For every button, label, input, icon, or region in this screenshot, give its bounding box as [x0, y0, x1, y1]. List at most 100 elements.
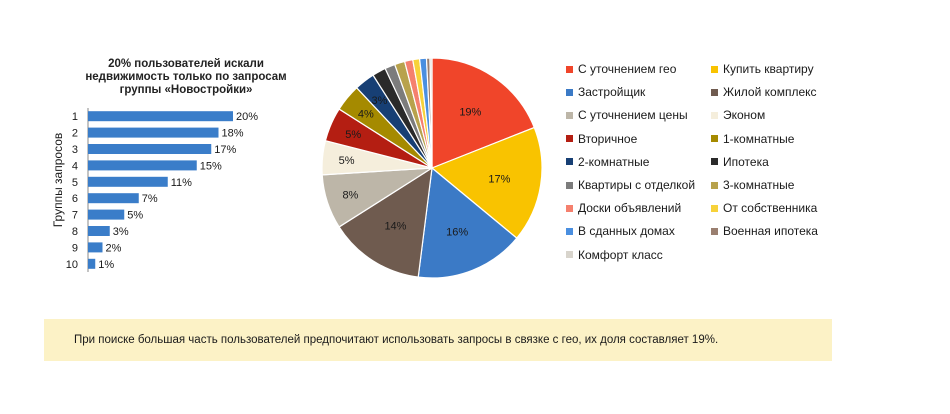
bar-value-label: 20% [236, 111, 258, 123]
legend-label: Жилой комплекс [723, 85, 817, 100]
legend-label: Комфорт класс [578, 247, 663, 262]
legend-label: Вторичное [578, 131, 638, 146]
pie-slice-label: 8% [342, 190, 358, 202]
legend-item: Доски объявлений [566, 201, 681, 215]
bar [88, 160, 197, 171]
pie-slice [417, 166, 518, 279]
legend-swatch [711, 204, 718, 212]
bar-category-label: 10 [66, 259, 78, 271]
legend-item: Жилой комплекс [711, 85, 817, 99]
legend-item: Комфорт класс [566, 248, 663, 262]
bar-category-label: 7 [72, 210, 78, 222]
legend-item: От собственника [711, 201, 817, 215]
legend-item: 3-комнатные [711, 178, 794, 192]
legend-item: Ипотека [711, 155, 769, 169]
legend-label: Эконом [723, 108, 766, 123]
legend-label: 1-комнатные [723, 131, 795, 146]
bar [88, 226, 110, 236]
legend-swatch [711, 135, 718, 143]
bar [88, 127, 219, 138]
bar [88, 144, 212, 154]
legend-label: Ипотека [723, 154, 769, 169]
bar-value-label: 18% [222, 128, 244, 140]
legend-label: 3-комнатные [723, 178, 795, 192]
legend-swatch [566, 204, 573, 212]
pie-slice [338, 166, 433, 278]
bar-category-label: 2 [72, 128, 78, 140]
legend-item: 2-комнатные [566, 155, 649, 169]
legend-item: Квартиры с отделкой [566, 178, 695, 192]
pie-slice-label: 4% [358, 108, 374, 120]
bar [88, 176, 168, 187]
pie-slice-label: 16% [446, 226, 468, 238]
legend-swatch [711, 88, 718, 96]
bar-chart-y-axis-label: Группы запросов [51, 133, 65, 228]
legend-item: С уточнением гео [566, 62, 676, 76]
legend-item: Вторичное [566, 132, 637, 146]
legend-swatch [566, 181, 573, 189]
legend-item: С уточнением цены [566, 108, 688, 122]
bar-value-label: 11% [171, 177, 192, 189]
legend-swatch [566, 88, 573, 96]
legend-swatch [566, 158, 573, 166]
bar-category-label: 9 [72, 242, 78, 254]
pie-slice-label: 17% [488, 174, 510, 186]
bar [88, 242, 103, 253]
bar-category-label: 3 [72, 144, 78, 156]
pie-slice-label: 3% [371, 95, 387, 107]
pie-slice [430, 126, 543, 239]
legend-label: Купить квартиру [723, 62, 814, 76]
legend-swatch [711, 181, 718, 189]
bar-value-label: 1% [98, 259, 114, 271]
legend-swatch [566, 65, 573, 73]
pie-slice [431, 57, 536, 169]
pie-slice-label: 5% [345, 129, 361, 141]
bar [88, 209, 125, 220]
legend-swatch [566, 135, 573, 143]
bar-value-label: 17% [214, 144, 236, 156]
legend-item: Военная ипотека [711, 224, 818, 238]
pie-slice-label: 5% [339, 155, 355, 167]
bar-category-label: 4 [72, 160, 78, 172]
bar [88, 258, 96, 269]
bar-value-label: 5% [127, 210, 143, 222]
bar-chart: Группы запросов 1 20% 2 18% 3 17% 4 15% 5 11% 6 7% 7… [51, 108, 258, 272]
legend-label: Военная ипотека [723, 224, 818, 239]
legend-swatch [566, 227, 573, 235]
bar-value-label: 3% [113, 226, 129, 238]
bar [88, 111, 233, 122]
legend-label: С уточнением цены [578, 108, 688, 123]
summary-note: При поиске большая часть пользователей п… [44, 319, 832, 361]
bar-category-label: 5 [72, 177, 78, 189]
pie-slice [429, 57, 433, 169]
pie-slice-label: 14% [384, 221, 406, 233]
legend-swatch [711, 111, 718, 119]
legend-label: Застройщик [578, 85, 646, 100]
legend-label: Квартиры с отделкой [578, 178, 696, 192]
bar-value-label: 15% [200, 160, 222, 172]
bar-category-label: 6 [72, 193, 78, 205]
legend-item: В сданных домах [566, 224, 675, 238]
legend-swatch [566, 111, 573, 119]
bar-category-label: 8 [72, 226, 78, 238]
legend-item: Эконом [711, 108, 765, 122]
bar-category-label: 1 [72, 111, 78, 123]
legend-item: Купить квартиру [711, 62, 814, 76]
legend-label: С уточнением гео [578, 62, 677, 76]
legend-label: В сданных домах [578, 224, 675, 239]
pie-chart: 19% 17% 16% 14% 8% 5% 5% 4%3% [321, 57, 543, 279]
bar-chart-title: 20% пользователей искали недвижимость то… [85, 58, 287, 96]
legend-label: Доски объявлений [578, 201, 682, 216]
legend-swatch [711, 65, 718, 73]
legend-label: 2-комнатные [578, 154, 650, 169]
bar-value-label: 2% [106, 242, 122, 254]
legend-swatch [711, 227, 718, 235]
legend-label: От собственника [723, 201, 818, 216]
summary-note-text: При поиске большая часть пользователей п… [74, 334, 719, 346]
legend-swatch [566, 251, 573, 259]
legend-swatch [711, 158, 718, 166]
bar-value-label: 7% [142, 193, 158, 205]
legend-item: 1-комнатные [711, 132, 794, 146]
pie-slice-label: 19% [459, 107, 481, 119]
bar [88, 193, 139, 204]
